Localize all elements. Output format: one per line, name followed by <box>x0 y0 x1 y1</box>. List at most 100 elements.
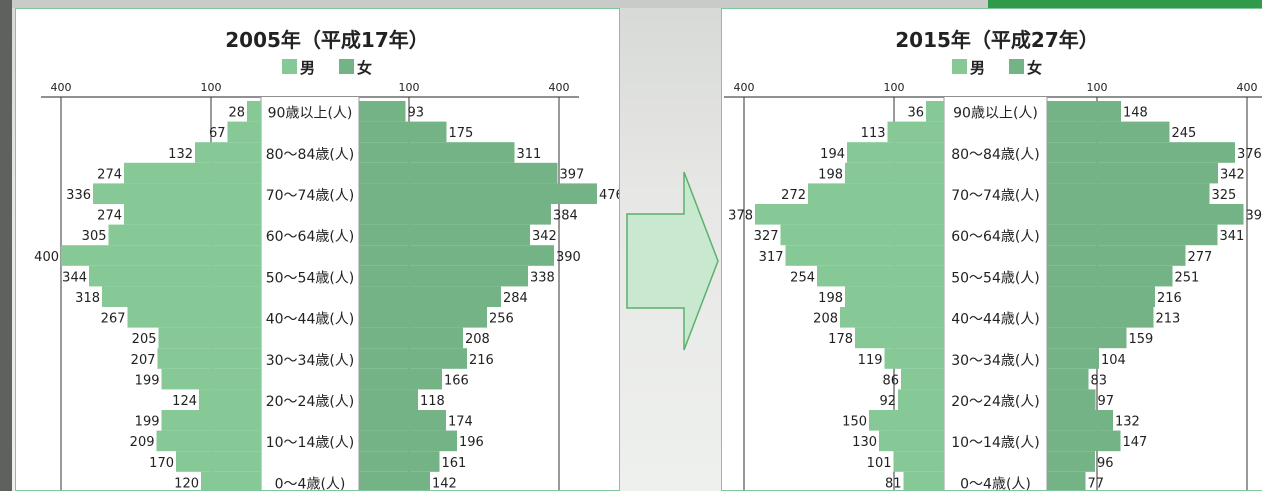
tick-label: 100 <box>399 81 420 94</box>
female-value-label: 77 <box>1088 476 1105 491</box>
male-bar <box>161 368 261 390</box>
female-bar <box>359 451 440 472</box>
legend-swatch-male <box>952 59 967 74</box>
female-value-label: 277 <box>1188 250 1213 265</box>
female-value-label: 245 <box>1172 126 1197 141</box>
legend: 男女 <box>952 59 1042 77</box>
female-value-label: 148 <box>1123 106 1148 121</box>
female-bar <box>359 286 501 307</box>
female-bar <box>359 430 457 452</box>
female-bar <box>359 389 418 410</box>
male-bar <box>845 286 944 307</box>
female-bar <box>359 307 487 328</box>
male-value-label: 67 <box>209 126 226 141</box>
male-value-label: 199 <box>135 415 160 430</box>
male-value-label: 209 <box>130 435 155 450</box>
female-value-label: 132 <box>1115 415 1140 430</box>
female-value-label: 342 <box>1220 167 1245 182</box>
age-group-label: 30〜34歳(人) <box>951 353 1040 369</box>
male-bar <box>901 368 944 390</box>
male-bar <box>780 224 944 246</box>
pyramid-panel-2015: 2015年（平成27年）男女 400 100 100 400 36 148 90歳以上(人) 1… <box>721 8 1262 491</box>
age-group-label: 20〜24歳(人) <box>951 394 1040 410</box>
female-bar <box>1047 471 1086 490</box>
header-accent-bar <box>988 0 1262 8</box>
male-bar <box>847 142 944 163</box>
female-bar <box>359 471 430 490</box>
age-group-label: 90歳以上(人) <box>953 106 1038 122</box>
female-bar <box>359 245 554 266</box>
female-bar <box>359 327 463 349</box>
male-bar <box>201 471 261 490</box>
age-group-label: 50〜54歳(人) <box>266 270 355 286</box>
male-value-label: 317 <box>759 250 784 265</box>
age-group-label: 40〜44歳(人) <box>951 312 1040 328</box>
age-group-label: 80〜84歳(人) <box>266 147 355 163</box>
male-value-label: 178 <box>828 332 853 347</box>
female-value-label: 97 <box>1098 394 1115 409</box>
male-bar <box>124 204 261 225</box>
female-value-label: 147 <box>1123 435 1148 450</box>
female-value-label: 284 <box>503 291 528 306</box>
male-value-label: 254 <box>790 270 815 285</box>
female-value-label: 384 <box>553 209 578 224</box>
female-bar <box>1047 348 1099 369</box>
male-value-label: 272 <box>781 188 806 203</box>
female-value-label: 397 <box>560 167 585 182</box>
female-bar <box>359 410 446 431</box>
male-bar <box>845 162 944 184</box>
female-bar <box>1047 204 1244 225</box>
tick-label: 100 <box>884 81 905 94</box>
male-bar <box>887 121 944 143</box>
age-group-label: 90歳以上(人) <box>268 106 353 122</box>
female-bar <box>1047 121 1170 143</box>
age-group-label: 30〜34歳(人) <box>266 353 355 369</box>
male-value-label: 305 <box>82 229 107 244</box>
male-value-label: 274 <box>97 167 122 182</box>
male-bar <box>884 348 944 369</box>
legend-swatch-female <box>1009 59 1024 74</box>
female-bar <box>1047 368 1089 390</box>
female-bar <box>1047 224 1218 246</box>
female-value-label: 161 <box>442 456 467 471</box>
background-strip-top <box>0 0 1262 8</box>
male-bar <box>855 327 944 349</box>
male-bar <box>156 430 261 452</box>
male-bar <box>158 327 261 349</box>
background-strip-left <box>0 0 12 491</box>
female-bar <box>359 368 442 390</box>
legend-label-male: 男 <box>300 59 315 77</box>
female-value-label: 83 <box>1091 373 1108 388</box>
age-group-label: 10〜14歳(人) <box>266 435 355 451</box>
female-value-label: 390 <box>556 250 581 265</box>
legend-label-female: 女 <box>1027 59 1042 77</box>
tick-label: 100 <box>201 81 222 94</box>
female-bar <box>359 265 528 287</box>
female-value-label: 208 <box>465 332 490 347</box>
male-bar <box>124 162 261 184</box>
tick-label: 400 <box>549 81 570 94</box>
female-value-label: 175 <box>449 126 474 141</box>
male-bar <box>161 410 261 431</box>
female-value-label: 142 <box>432 476 457 491</box>
tick-label: 400 <box>734 81 755 94</box>
male-value-label: 194 <box>820 147 845 162</box>
female-value-label: 118 <box>420 394 445 409</box>
female-bar <box>1047 142 1235 163</box>
male-bar <box>893 451 944 472</box>
male-bar <box>102 286 261 307</box>
male-bar <box>127 307 261 328</box>
female-value-label: 325 <box>1212 188 1237 203</box>
male-value-label: 81 <box>885 476 902 491</box>
male-value-label: 267 <box>101 312 126 327</box>
progression-arrow <box>624 170 720 352</box>
male-bar <box>93 183 261 204</box>
age-group-label: 10〜14歳(人) <box>951 435 1040 451</box>
age-label-column <box>944 97 1047 490</box>
female-value-label: 376 <box>1237 147 1262 162</box>
female-value-label: 166 <box>444 373 469 388</box>
female-value-label: 174 <box>448 415 473 430</box>
male-value-label: 274 <box>97 209 122 224</box>
male-value-label: 124 <box>172 394 197 409</box>
